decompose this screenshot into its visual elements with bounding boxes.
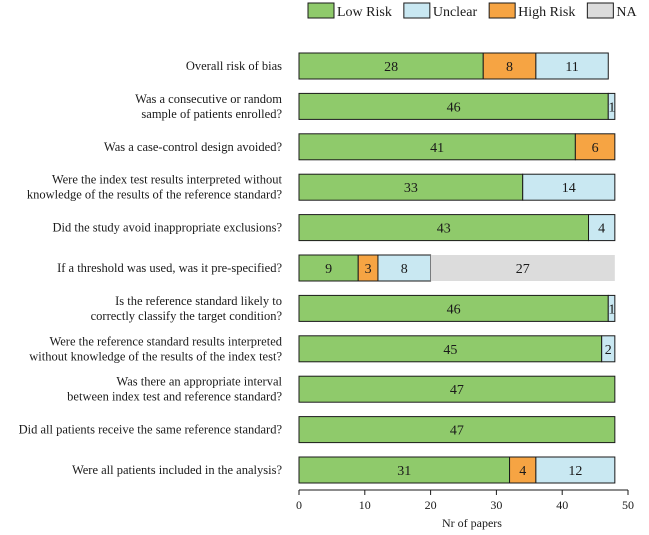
data-label: 27 <box>516 262 530 277</box>
x-axis-label: Nr of papers <box>442 516 502 530</box>
y-tick-label: sample of patients enrolled? <box>141 107 282 121</box>
data-label: 2 <box>605 343 612 358</box>
x-tick-label: 20 <box>425 498 437 512</box>
y-tick-label: Did the study avoid inappropriate exclus… <box>53 221 283 235</box>
data-label: 14 <box>562 181 576 196</box>
legend-label-low-risk: Low Risk <box>337 5 392 20</box>
bar-segment-unclear <box>601 335 616 363</box>
legend-label-high-risk: High Risk <box>518 5 575 20</box>
y-tick-label: Did all patients receive the same refere… <box>19 423 283 437</box>
y-tick-label: Overall risk of bias <box>186 59 282 73</box>
data-label: 3 <box>365 262 372 277</box>
data-label: 11 <box>565 60 578 75</box>
bar-segment-low-risk <box>298 335 603 363</box>
data-label: 43 <box>437 222 451 237</box>
data-label: 1 <box>608 100 615 115</box>
bar-segment-unclear <box>588 214 616 242</box>
legend: Low Risk Unclear High Risk NA <box>307 2 637 20</box>
bar-segment-na <box>430 255 615 281</box>
y-tick-label: between index test and reference standar… <box>67 390 282 404</box>
data-label: 8 <box>506 60 513 75</box>
bar-segment-unclear <box>535 456 616 484</box>
bar-segment-unclear <box>607 294 616 322</box>
x-tick-label: 50 <box>622 498 634 512</box>
y-tick-label: Was there an appropriate interval <box>116 375 282 389</box>
data-label: 4 <box>519 464 526 479</box>
legend-swatch-unclear <box>403 2 431 19</box>
bar-segment-low-risk <box>298 52 484 80</box>
y-tick-label: knowledge of the results of the referenc… <box>27 188 283 202</box>
bar-segment-low-risk <box>298 173 524 201</box>
y-tick-label: correctly classify the target condition? <box>91 309 283 323</box>
legend-swatch-low-risk <box>307 2 335 19</box>
data-label: 4 <box>598 222 605 237</box>
data-label: 47 <box>450 424 464 439</box>
bar-segment-low-risk <box>298 133 576 161</box>
bar-segment-low-risk <box>298 254 359 282</box>
bar-segment-unclear <box>522 173 616 201</box>
y-tick-label: Was a case-control design avoided? <box>104 140 283 154</box>
y-axis-labels: Overall risk of bias Was a consecutive or… <box>19 59 283 477</box>
data-label: 33 <box>404 181 418 196</box>
data-label: 12 <box>568 464 582 479</box>
bar-segment-unclear <box>377 254 432 282</box>
x-tick-label: 10 <box>359 498 371 512</box>
y-tick-label: Were the index test results interpreted … <box>52 173 283 187</box>
data-label: 41 <box>430 141 444 156</box>
data-label: 1 <box>608 302 615 317</box>
x-axis: 0 10 20 30 40 50 <box>296 489 634 512</box>
legend-swatch-na <box>586 2 614 19</box>
bar-segment-low-risk <box>298 416 616 444</box>
data-label: 46 <box>447 100 461 115</box>
y-tick-label: If a threshold was used, was it pre-spec… <box>57 261 282 275</box>
bar-segment-high-risk <box>574 133 616 161</box>
x-tick-label: 30 <box>490 498 502 512</box>
x-tick-label: 0 <box>296 498 302 512</box>
legend-swatch-high-risk <box>488 2 516 19</box>
bars: 28 8 11 46 1 41 6 33 14 43 4 9 3 8 27 46 1 45 2 47 47 31 4 12 <box>298 52 616 484</box>
bar-segment-high-risk <box>482 52 537 80</box>
bar-segment-low-risk <box>298 456 511 484</box>
bar-segment-low-risk <box>298 375 616 403</box>
data-label: 45 <box>443 343 457 358</box>
legend-label-unclear: Unclear <box>433 5 478 20</box>
y-tick-label: without knowledge of the results of the … <box>29 349 282 363</box>
bar-segment-unclear <box>607 92 616 120</box>
data-label: 9 <box>325 262 332 277</box>
y-tick-label: Were all patients included in the analys… <box>72 463 282 477</box>
bar-segment-high-risk <box>509 456 537 484</box>
data-label: 47 <box>450 383 464 398</box>
data-label: 31 <box>397 464 411 479</box>
y-tick-label: Were the reference standard results inte… <box>49 334 282 348</box>
data-label: 28 <box>384 60 398 75</box>
data-label: 6 <box>592 141 599 156</box>
data-label: 46 <box>447 302 461 317</box>
y-tick-label: Is the reference standard likely to <box>115 294 282 308</box>
bar-segment-unclear <box>535 52 609 80</box>
x-tick-label: 40 <box>556 498 568 512</box>
y-tick-label: Was a consecutive or random <box>135 92 282 106</box>
bar-segment-low-risk <box>298 214 590 242</box>
legend-label-na: NA <box>616 5 637 20</box>
data-label: 8 <box>401 262 408 277</box>
